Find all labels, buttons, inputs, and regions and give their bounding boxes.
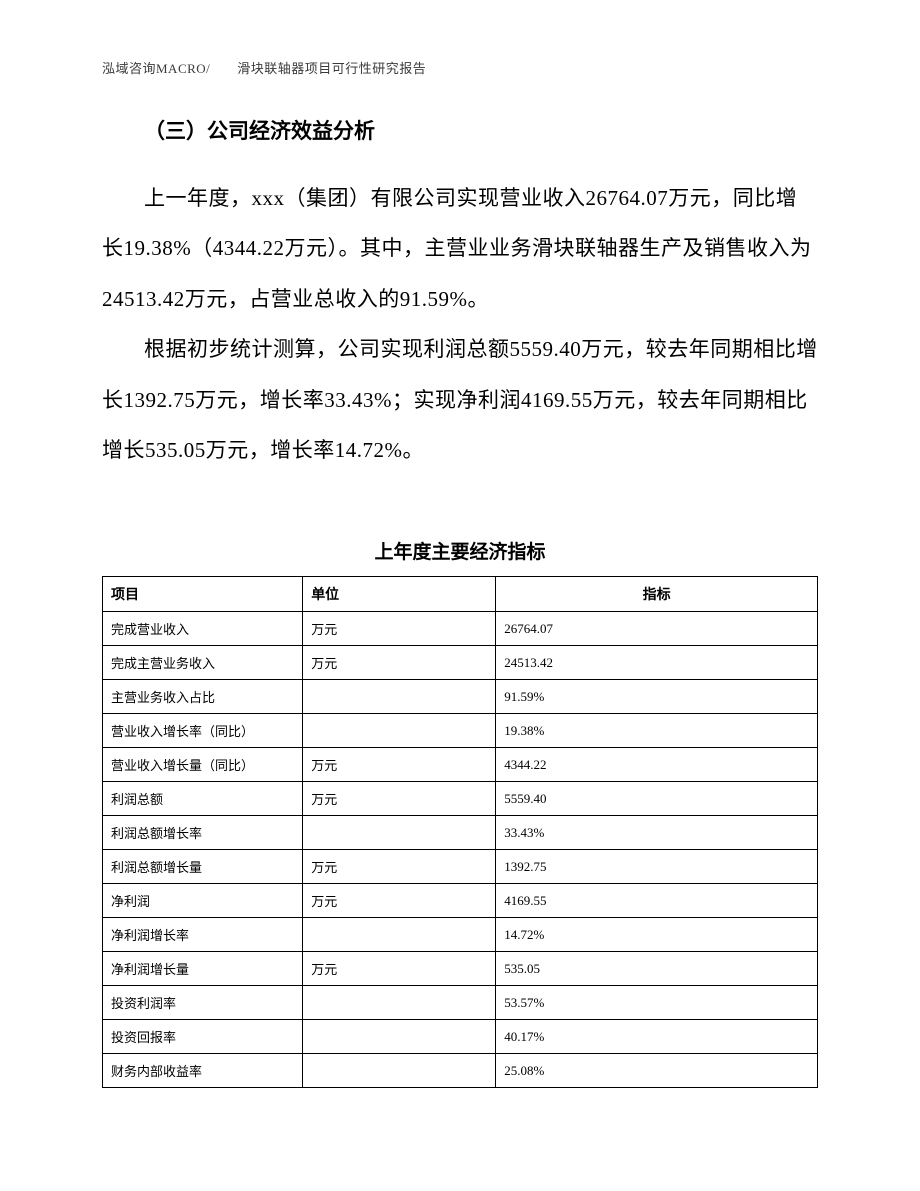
cell: 40.17% [496,1020,818,1054]
economic-indicators-table: 项目 单位 指标 完成营业收入万元26764.07 完成主营业务收入万元2451… [102,576,818,1088]
table-row: 利润总额增长率 33.43% [103,816,818,850]
cell: 万元 [303,748,496,782]
cell: 营业收入增长率（同比） [103,714,303,748]
cell: 投资回报率 [103,1020,303,1054]
table-row: 净利润增长量万元535.05 [103,952,818,986]
cell [303,986,496,1020]
section-heading: （三）公司经济效益分析 [102,115,818,145]
main-content: （三）公司经济效益分析 上一年度，xxx（集团）有限公司实现营业收入26764.… [102,115,818,1088]
cell: 33.43% [496,816,818,850]
table-row: 完成营业收入万元26764.07 [103,612,818,646]
col-header-unit: 单位 [303,577,496,612]
cell [303,816,496,850]
cell: 完成主营业务收入 [103,646,303,680]
cell: 万元 [303,782,496,816]
cell: 净利润增长量 [103,952,303,986]
cell: 利润总额增长量 [103,850,303,884]
cell: 26764.07 [496,612,818,646]
table-title: 上年度主要经济指标 [102,537,818,564]
cell [303,1054,496,1088]
cell [303,918,496,952]
cell [303,1020,496,1054]
cell: 净利润增长率 [103,918,303,952]
cell: 25.08% [496,1054,818,1088]
cell: 投资利润率 [103,986,303,1020]
cell: 24513.42 [496,646,818,680]
cell [303,714,496,748]
cell: 完成营业收入 [103,612,303,646]
cell: 万元 [303,884,496,918]
table-header-row: 项目 单位 指标 [103,577,818,612]
table-row: 营业收入增长率（同比） 19.38% [103,714,818,748]
cell: 535.05 [496,952,818,986]
cell: 万元 [303,646,496,680]
cell: 净利润 [103,884,303,918]
table-row: 营业收入增长量（同比）万元4344.22 [103,748,818,782]
table-row: 净利润增长率 14.72% [103,918,818,952]
table-row: 净利润万元4169.55 [103,884,818,918]
col-header-project: 项目 [103,577,303,612]
table-row: 投资利润率 53.57% [103,986,818,1020]
cell: 14.72% [496,918,818,952]
table-row: 利润总额万元5559.40 [103,782,818,816]
cell: 53.57% [496,986,818,1020]
cell: 1392.75 [496,850,818,884]
table-row: 财务内部收益率 25.08% [103,1054,818,1088]
cell: 财务内部收益率 [103,1054,303,1088]
cell: 营业收入增长量（同比） [103,748,303,782]
cell: 91.59% [496,680,818,714]
cell: 万元 [303,850,496,884]
paragraph-2: 根据初步统计测算，公司实现利润总额5559.40万元，较去年同期相比增长1392… [102,324,818,475]
cell: 19.38% [496,714,818,748]
table-row: 完成主营业务收入万元24513.42 [103,646,818,680]
cell: 4169.55 [496,884,818,918]
cell: 4344.22 [496,748,818,782]
cell: 利润总额增长率 [103,816,303,850]
cell [303,680,496,714]
cell: 5559.40 [496,782,818,816]
table-row: 利润总额增长量万元1392.75 [103,850,818,884]
page-header: 泓域咨询MACRO/ 滑块联轴器项目可行性研究报告 [102,58,426,77]
cell: 万元 [303,612,496,646]
cell: 主营业务收入占比 [103,680,303,714]
table-row: 投资回报率 40.17% [103,1020,818,1054]
col-header-indicator: 指标 [496,577,818,612]
paragraph-1: 上一年度，xxx（集团）有限公司实现营业收入26764.07万元，同比增长19.… [102,173,818,324]
table-row: 主营业务收入占比 91.59% [103,680,818,714]
cell: 万元 [303,952,496,986]
cell: 利润总额 [103,782,303,816]
